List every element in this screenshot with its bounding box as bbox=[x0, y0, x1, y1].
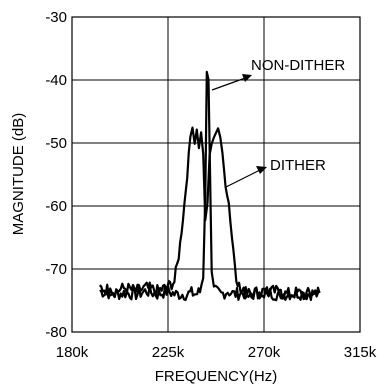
chart-traces bbox=[98, 70, 321, 302]
plot-frame bbox=[71, 16, 361, 333]
x-axis-label: FREQUENCY(Hz) bbox=[155, 368, 278, 385]
x-axis-ticks: 180k 225k 270k 315k bbox=[56, 344, 377, 361]
non-dither-arrow-head bbox=[242, 74, 252, 82]
dither-arrow-head bbox=[256, 166, 267, 174]
x-tick-label: 270k bbox=[248, 344, 281, 361]
x-tick-label: 225k bbox=[152, 344, 185, 361]
annotation-arrows bbox=[211, 74, 267, 188]
dither-arrow-line bbox=[225, 168, 263, 188]
series-line-1 bbox=[99, 70, 321, 302]
y-tick-label: -60 bbox=[45, 198, 67, 215]
y-tick-label: -30 bbox=[45, 9, 67, 26]
y-tick-label: -50 bbox=[45, 135, 67, 152]
x-tick-label: 180k bbox=[56, 344, 89, 361]
y-tick-label: -40 bbox=[45, 72, 67, 89]
y-tick-label: -70 bbox=[45, 261, 67, 278]
non-dither-arrow-line bbox=[211, 76, 249, 91]
annotation-dither: DITHER bbox=[270, 157, 326, 174]
annotation-non-dither: NON-DITHER bbox=[251, 57, 345, 74]
y-tick-label: -80 bbox=[45, 324, 67, 341]
series-line-2 bbox=[98, 126, 321, 300]
y-axis-ticks: -80 -70 -60 -50 -40 -30 bbox=[45, 9, 67, 341]
x-tick-label: 315k bbox=[344, 344, 377, 361]
y-axis-label: MAGNITUDE (dB) bbox=[10, 113, 27, 236]
